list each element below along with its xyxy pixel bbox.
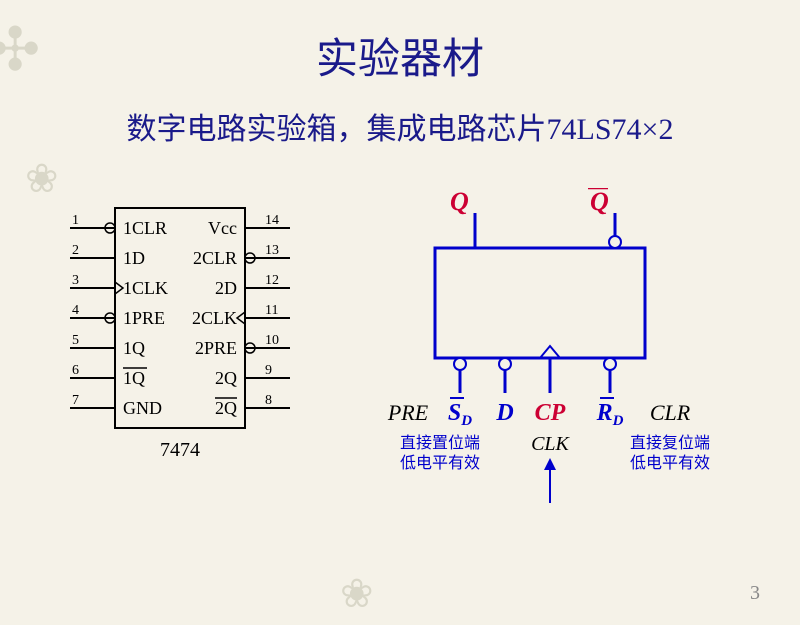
svg-text:直接复位端: 直接复位端: [630, 434, 710, 452]
svg-text:GND: GND: [123, 398, 162, 418]
svg-text:直接置位端: 直接置位端: [400, 434, 480, 452]
svg-text:D: D: [495, 400, 513, 426]
svg-text:3: 3: [72, 273, 79, 288]
logic-symbol: Q Q SD D CP RD PRE CLR CLK 直接置位端低电平有效 直接复位端低电平有效: [370, 188, 750, 538]
svg-text:12: 12: [265, 273, 279, 288]
svg-text:2: 2: [72, 243, 79, 258]
svg-text:Q: Q: [590, 188, 609, 216]
svg-text:1CLK: 1CLK: [123, 278, 168, 298]
chip-pinout: 1 1CLR 2 1D 3 1CLK 4 1PRE 5 1Q 6 1Q 7 GND 14 Vcc 13 2CLR 1…: [50, 188, 310, 478]
svg-text:2Q: 2Q: [215, 398, 237, 418]
svg-text:7474: 7474: [160, 439, 200, 461]
svg-text:11: 11: [265, 303, 278, 318]
svg-text:1Q: 1Q: [123, 368, 145, 388]
svg-text:13: 13: [265, 243, 279, 258]
svg-text:10: 10: [265, 333, 279, 348]
svg-text:2Q: 2Q: [215, 368, 237, 388]
svg-text:9: 9: [265, 363, 272, 378]
svg-text:1PRE: 1PRE: [123, 308, 165, 328]
svg-text:CLR: CLR: [650, 400, 691, 425]
content-area: 11CLR21D31CLK41PRE51Q61Q7GND14Vcc132CLR1…: [0, 188, 800, 538]
svg-text:7: 7: [72, 393, 79, 408]
svg-text:4: 4: [72, 303, 79, 318]
svg-text:1D: 1D: [123, 248, 145, 268]
svg-text:2CLR: 2CLR: [193, 248, 237, 268]
svg-text:1: 1: [72, 213, 79, 228]
decor-1: ✣: [0, 15, 40, 85]
svg-text:1CLR: 1CLR: [123, 218, 167, 238]
svg-text:PRE: PRE: [387, 400, 429, 425]
svg-text:2D: 2D: [215, 278, 237, 298]
svg-text:SD: SD: [448, 400, 472, 429]
slide-subtitle: 数字电路实验箱，集成电路芯片74LS74×2: [0, 104, 800, 148]
page-number: 3: [750, 582, 760, 605]
svg-text:2PRE: 2PRE: [195, 338, 237, 358]
slide-title: 实验器材: [0, 25, 800, 86]
svg-text:CP: CP: [535, 400, 566, 426]
svg-text:RD: RD: [596, 400, 624, 429]
svg-text:Vcc: Vcc: [208, 218, 237, 238]
svg-text:Q: Q: [450, 188, 469, 216]
svg-text:6: 6: [72, 363, 79, 378]
decor-2: ❀: [25, 155, 59, 202]
svg-text:低电平有效: 低电平有效: [630, 454, 710, 472]
svg-text:1Q: 1Q: [123, 338, 145, 358]
decor-3: ❀: [340, 570, 374, 617]
svg-text:8: 8: [265, 393, 272, 408]
svg-text:CLK: CLK: [531, 433, 570, 455]
svg-text:2CLK: 2CLK: [192, 308, 237, 328]
svg-text:14: 14: [265, 213, 279, 228]
svg-text:低电平有效: 低电平有效: [400, 454, 480, 472]
svg-text:5: 5: [72, 333, 79, 348]
